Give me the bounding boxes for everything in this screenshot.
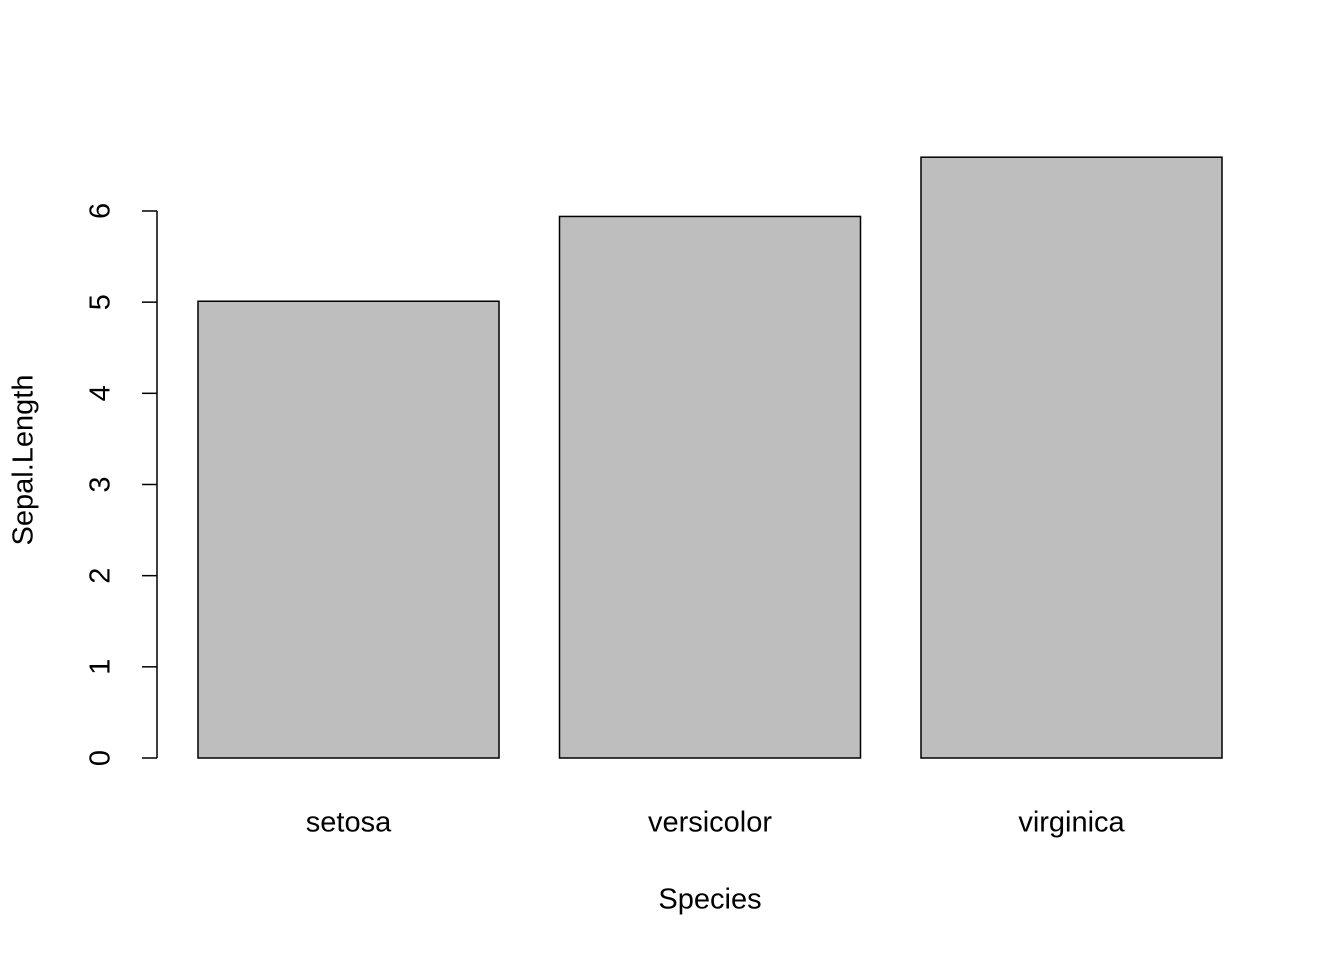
y-tick-label: 2 — [85, 568, 117, 584]
y-tick-label: 3 — [85, 476, 117, 492]
bar — [920, 156, 1223, 759]
y-tick-label: 0 — [85, 750, 117, 766]
x-tick-label: versicolor — [648, 807, 772, 839]
bar — [558, 215, 862, 759]
y-tick-label: 1 — [85, 659, 117, 675]
x-tick-label: setosa — [306, 807, 392, 839]
y-axis-label: Sepal.Length — [8, 375, 40, 546]
x-tick-label: virginica — [1018, 807, 1125, 839]
bar — [197, 300, 500, 759]
y-tick-label: 4 — [85, 385, 117, 401]
y-tick-label: 5 — [85, 294, 117, 310]
x-axis-label: Species — [658, 884, 761, 916]
y-tick-label: 6 — [85, 203, 117, 219]
